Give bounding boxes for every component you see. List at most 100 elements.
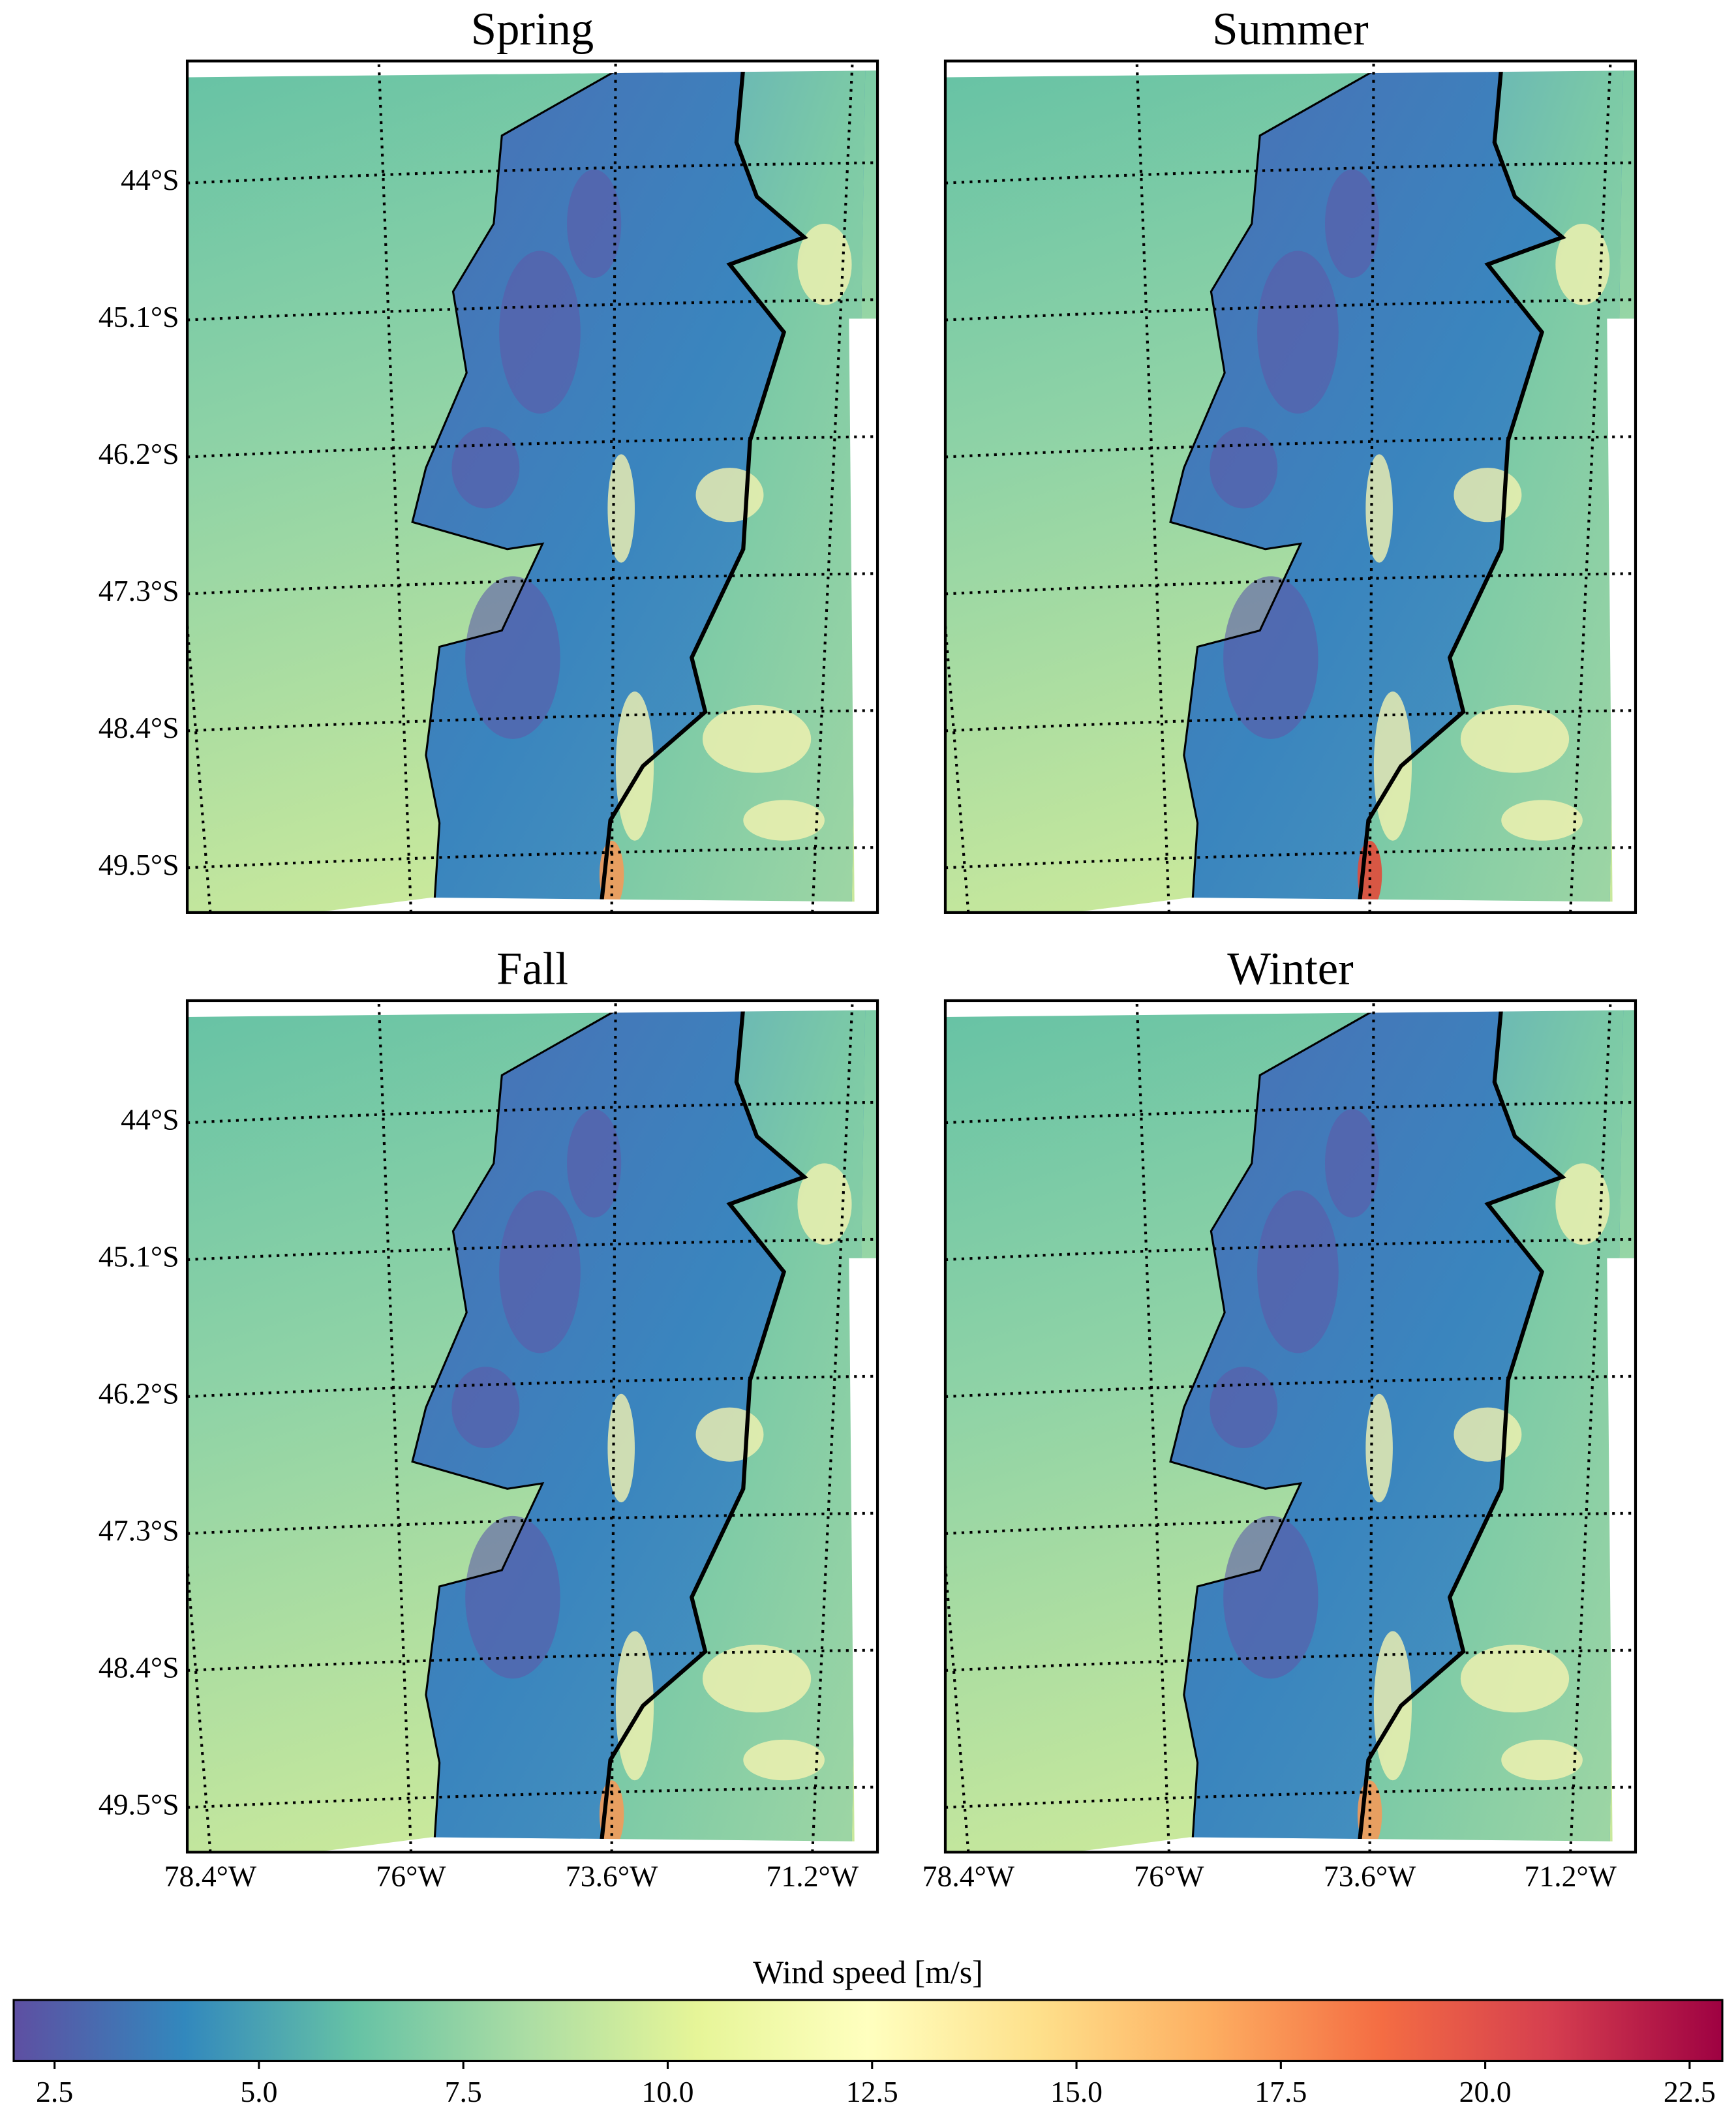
meridian [811,61,854,913]
strong-wind [702,705,812,773]
calm-zone [1257,250,1339,414]
calm-zone [499,250,581,414]
calm-zone [451,1367,520,1448]
calm-zone [1324,169,1380,279]
lon-label: 71.2°W [767,1859,859,1892]
strong-wind [695,1407,764,1462]
strong-wind [1454,468,1522,523]
panel-title: Fall [496,944,568,995]
strong-wind [1373,1631,1412,1781]
strong-wind [1365,454,1393,563]
map-panel: Winter 78.4°W 76°W 73.6°W 71.2°W [922,944,1637,1892]
lat-label: 47.3°S [99,574,179,607]
lon-label: 71.2°W [1524,1859,1617,1892]
strong-wind [607,1393,635,1503]
axes-frame [943,999,1637,1854]
strong-wind [743,800,825,841]
meridian [1135,1001,1171,1853]
border [598,1007,808,1849]
coastline [411,1007,622,1849]
colorbar-tick-label: 20.0 [1459,2075,1512,2108]
strong-wind [1373,691,1412,841]
meridian [377,61,413,913]
border [1356,1007,1566,1849]
colorbar-label: Wind speed [m/s] [753,1954,983,1990]
strong-wind [1365,1393,1393,1503]
lat-label: 49.5°S [99,848,179,881]
domain-edge [187,61,878,78]
strong-wind [702,1645,812,1713]
calm-zone [567,169,622,279]
calm-zone [1210,427,1278,509]
lon-label: 78.4°W [922,1859,1015,1892]
strong-wind [615,691,654,841]
lat-label: 44°S [121,163,179,196]
colorbar-tick-label: 22.5 [1664,2075,1716,2108]
strong-wind [797,223,852,305]
lat-label: 45.1°S [99,300,179,333]
axes-frame [185,999,879,1854]
strong-wind [695,468,764,523]
lat-label: 45.1°S [99,1240,179,1273]
axes-frame [943,59,1637,914]
lon-label: 76°W [376,1859,446,1892]
meridian [1368,1001,1375,1853]
calm-zone [451,427,520,509]
lat-label: 46.2°S [99,437,179,470]
meridian [1569,61,1612,913]
domain-edge [945,1001,1636,1017]
strong-wind [1460,705,1570,773]
lat-label: 44°S [121,1103,179,1136]
map-panel: Summer [943,4,1637,914]
strong-wind [1501,800,1583,841]
lat-label: 49.5°S [99,1787,179,1821]
meridian [610,1001,617,1853]
meridian [377,1001,413,1853]
domain-edge [187,1001,878,1017]
calm-zone [1210,1367,1278,1448]
meridian [610,61,617,913]
calm-zone [1324,1109,1380,1218]
panel-title: Summer [1212,4,1368,55]
panel-title: Spring [471,4,594,55]
axes-frame [185,59,879,914]
border [1356,67,1566,909]
colorbar-tick-label: 10.0 [641,2075,693,2108]
meridian [1135,61,1171,913]
meridian [1569,1001,1612,1853]
map-area [945,61,1636,913]
coastline [1169,1007,1380,1849]
map-panel: Fall 44°S 45.1°S 46.2°S 47.3°S 48.4°S 49.5°S 78… [99,944,879,1892]
calm-zone [465,1515,560,1679]
colorbar-tick-label: 12.5 [846,2075,898,2108]
map-area [945,1001,1636,1853]
strong-wind [1460,1645,1570,1713]
lat-label: 46.2°S [99,1376,179,1410]
strong-wind [1555,1163,1610,1245]
meridian [811,1001,854,1853]
border [598,67,808,909]
domain-edge [945,61,1636,78]
calm-zone [1223,576,1318,739]
lon-label: 78.4°W [164,1859,257,1892]
strong-wind [1501,1739,1583,1781]
calm-zone [499,1190,581,1354]
strong-wind [1454,1407,1522,1462]
calm-zone [465,576,560,739]
colorbar-tick-label: 15.0 [1050,2075,1103,2108]
strong-wind [743,1739,825,1781]
strong-wind [615,1631,654,1781]
calm-zone [1223,1515,1318,1679]
strong-wind [797,1163,852,1245]
lat-label: 48.4°S [99,711,179,744]
map-panel: Spring 44°S 45.1°S 46.2°S 47.3°S 48.4°S 49.5°S [99,4,879,914]
strong-wind [1555,223,1610,305]
colorbar-tick-label: 7.5 [445,2075,482,2108]
panel-title: Winter [1227,944,1353,995]
colorbar [12,1999,1724,2063]
lat-label: 48.4°S [99,1650,179,1684]
lon-label: 76°W [1134,1859,1204,1892]
calm-zone [1257,1190,1339,1354]
